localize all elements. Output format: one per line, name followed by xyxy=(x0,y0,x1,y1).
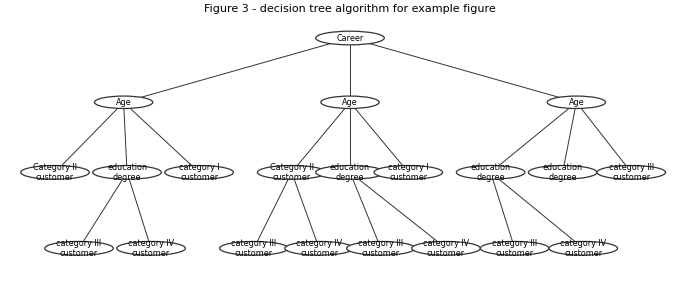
Text: category IV
customer: category IV customer xyxy=(296,239,342,258)
Text: Age: Age xyxy=(116,98,132,107)
Text: category III
customer: category III customer xyxy=(232,239,276,258)
Text: education
degree: education degree xyxy=(330,163,370,182)
Text: category III
customer: category III customer xyxy=(492,239,537,258)
Ellipse shape xyxy=(92,165,161,179)
Ellipse shape xyxy=(285,241,354,255)
Text: category III
customer: category III customer xyxy=(57,239,102,258)
Text: category I
customer: category I customer xyxy=(388,163,428,182)
Ellipse shape xyxy=(547,96,606,108)
Ellipse shape xyxy=(374,165,442,179)
Ellipse shape xyxy=(346,241,415,255)
Text: Career: Career xyxy=(337,33,363,43)
Ellipse shape xyxy=(528,165,597,179)
Ellipse shape xyxy=(316,31,384,45)
Text: category III
customer: category III customer xyxy=(609,163,654,182)
Text: education
degree: education degree xyxy=(542,163,582,182)
Ellipse shape xyxy=(549,241,617,255)
Text: education
degree: education degree xyxy=(107,163,147,182)
Ellipse shape xyxy=(94,96,153,108)
Ellipse shape xyxy=(316,165,384,179)
Text: Category II
customer: Category II customer xyxy=(33,163,77,182)
Text: category IV
customer: category IV customer xyxy=(560,239,606,258)
Ellipse shape xyxy=(480,241,549,255)
Text: Category II
customer: Category II customer xyxy=(270,163,314,182)
Ellipse shape xyxy=(45,241,113,255)
Text: category IV
customer: category IV customer xyxy=(423,239,469,258)
Text: Age: Age xyxy=(568,98,584,107)
Ellipse shape xyxy=(21,165,90,179)
Ellipse shape xyxy=(258,165,326,179)
Ellipse shape xyxy=(117,241,186,255)
Ellipse shape xyxy=(456,165,525,179)
Ellipse shape xyxy=(412,241,480,255)
Text: category III
customer: category III customer xyxy=(358,239,403,258)
Text: category IV
customer: category IV customer xyxy=(128,239,174,258)
Ellipse shape xyxy=(321,96,379,108)
Ellipse shape xyxy=(597,165,666,179)
Text: Figure 3 - decision tree algorithm for example figure: Figure 3 - decision tree algorithm for e… xyxy=(204,4,496,14)
Text: Age: Age xyxy=(342,98,358,107)
Ellipse shape xyxy=(220,241,288,255)
Ellipse shape xyxy=(164,165,233,179)
Text: education
degree: education degree xyxy=(470,163,510,182)
Text: category I
customer: category I customer xyxy=(178,163,219,182)
